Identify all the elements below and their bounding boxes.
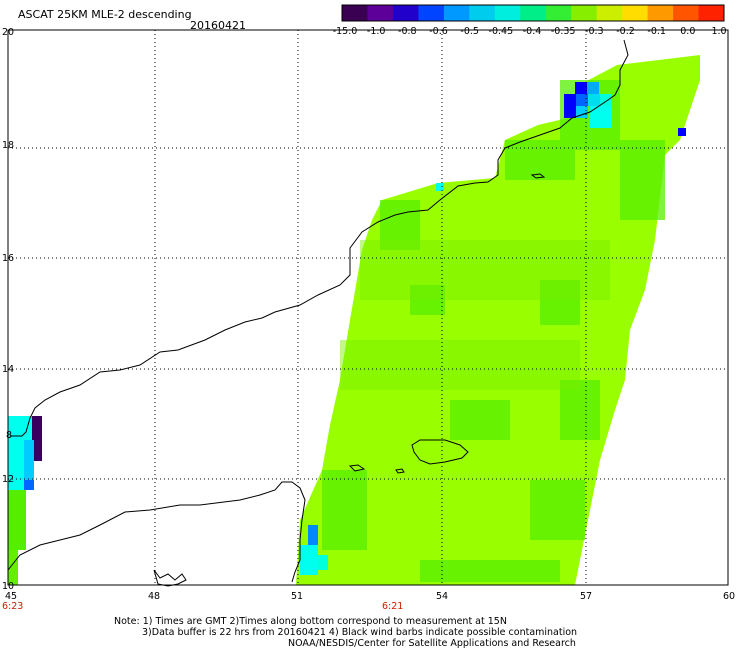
lon-label: 57	[580, 591, 592, 602]
colorbar: -15.0 -1.0 -0.8 -0.6 -0.5 -0.45 -0.4 -0.35 -0.3 -…	[333, 4, 727, 37]
swath-patch	[420, 560, 560, 582]
time-label: 6:23	[2, 601, 23, 612]
somalia-tip	[153, 569, 187, 587]
colorbar-cell	[367, 5, 394, 21]
colorbar-cell	[469, 5, 496, 21]
swath-patch	[340, 340, 580, 390]
product-date: 20160421	[190, 19, 246, 32]
colorbar-cell	[392, 5, 419, 21]
swath-pixel	[300, 545, 318, 575]
small-island	[530, 173, 546, 179]
small-island	[395, 468, 405, 474]
colorbar-tick-label: -0.3	[585, 26, 604, 37]
colorbar-tick-label: -0.6	[429, 26, 448, 37]
swath-pixel	[575, 82, 587, 94]
small-island	[348, 464, 366, 472]
colorbar-cell	[698, 5, 725, 21]
socotra-island	[411, 439, 469, 465]
colorbar-tick-label: -0.1	[647, 26, 666, 37]
arabian-coast	[10, 39, 629, 437]
swath-patch	[322, 470, 367, 550]
swath-main	[296, 55, 700, 585]
colorbar-tick-label: -0.5	[460, 26, 479, 37]
lon-label: 51	[291, 591, 303, 602]
colorbar-cell	[545, 5, 572, 21]
colorbar-tick-label: -0.2	[616, 26, 635, 37]
swath-pixel	[318, 555, 328, 570]
swath-patch	[410, 285, 445, 315]
coastline	[7, 39, 629, 587]
colorbar-cell	[342, 5, 368, 21]
lon-label: 60	[723, 591, 735, 602]
lat-label: 16	[2, 253, 14, 264]
colorbar-tick-label: -0.45	[489, 26, 514, 37]
colorbar-cell	[596, 5, 623, 21]
colorbar-frame	[341, 4, 725, 22]
colorbar-tick-label: -0.4	[523, 26, 542, 37]
colorbar-tick-label: -0.35	[551, 26, 576, 37]
colorbar-labels: -15.0 -1.0 -0.8 -0.6 -0.5 -0.45 -0.4 -0.35 -0.3 -…	[333, 26, 727, 37]
colorbar-cell	[494, 5, 521, 21]
lon-label: 45	[5, 591, 17, 602]
swath-patch	[380, 200, 420, 250]
partial-label: 8	[6, 430, 12, 441]
colorbar-cell	[622, 5, 649, 21]
lat-label: 14	[2, 364, 14, 375]
swath-patch	[560, 380, 600, 440]
colorbar-tick-label: -15.0	[333, 26, 358, 37]
lat-label: 10	[2, 581, 14, 592]
lat-label: 12	[2, 474, 14, 485]
swath-patch	[360, 240, 610, 300]
left-strip	[8, 416, 42, 585]
colorbar-cell	[520, 5, 547, 21]
swath-pixel	[678, 128, 686, 136]
colorbar-cell	[418, 5, 445, 21]
time-label: 6:21	[382, 601, 403, 612]
lat-label: 20	[2, 27, 14, 38]
colorbar-cell	[647, 5, 674, 21]
swath-field	[8, 55, 700, 585]
swath-pixel	[576, 106, 588, 118]
note-line-1: Note: 1) Times are GMT 2)Times along bot…	[114, 616, 507, 627]
swath-pixel	[308, 525, 318, 545]
lon-label: 54	[436, 591, 448, 602]
swath-pixel	[564, 94, 576, 118]
swath-patch	[540, 280, 580, 325]
axis-labels: 45 48 51 54 57 60 20 18 16 14 12 10 8 6:…	[2, 27, 735, 612]
colorbar-cell	[673, 5, 700, 21]
swath-pixel	[436, 183, 444, 191]
colorbar-tick-label: -1.0	[367, 26, 386, 37]
colorbar-tick-label: 0.0	[680, 26, 695, 37]
note-line-2: 3)Data buffer is 22 hrs from 20160421 4)…	[142, 627, 578, 638]
swath-pixel	[590, 106, 612, 128]
colorbar-cell	[571, 5, 598, 21]
product-title: ASCAT 25KM MLE-2 descending	[18, 8, 192, 21]
swath-patch	[620, 140, 665, 220]
colorbar-tick-label: -0.8	[398, 26, 417, 37]
swath-pixel	[576, 94, 588, 106]
lon-label: 48	[148, 591, 160, 602]
graticule	[8, 30, 728, 585]
colorbar-cells	[342, 5, 725, 21]
swath-pixel	[587, 82, 599, 94]
colorbar-cell	[443, 5, 470, 21]
african-coast	[7, 481, 306, 583]
colorbar-tick-label: 1.0	[711, 26, 726, 37]
lat-label: 18	[2, 140, 14, 151]
swath-pixel	[588, 94, 600, 106]
swath-patch	[450, 400, 510, 440]
note-line-3: NOAA/NESDIS/Center for Satellite Applica…	[288, 638, 576, 649]
swath-patch	[530, 480, 585, 540]
map-frame	[7, 29, 729, 586]
